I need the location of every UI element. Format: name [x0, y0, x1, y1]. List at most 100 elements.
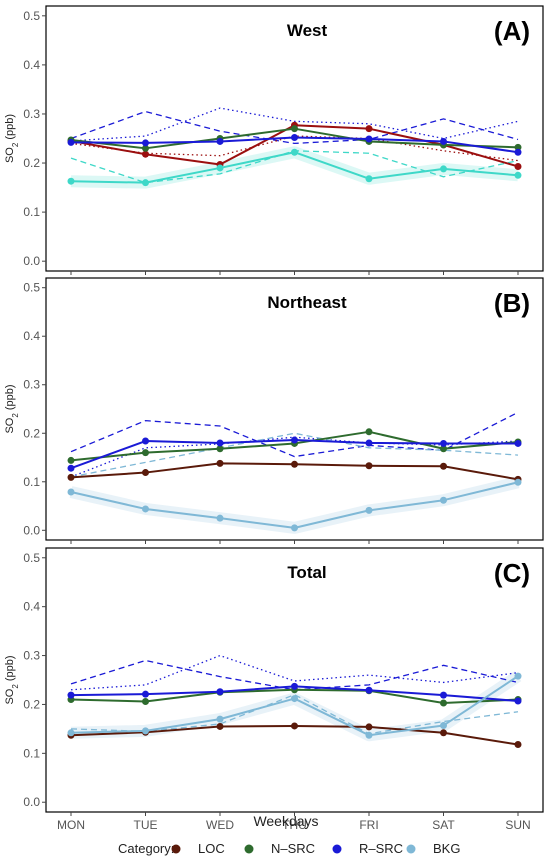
data-point-loc: [291, 460, 298, 468]
data-point-loc: [142, 469, 149, 477]
panel-label: (C): [494, 558, 530, 588]
data-point-nsrc: [142, 144, 149, 152]
data-point-bkg: [67, 177, 75, 185]
x-axis-title: Weekdays: [253, 813, 318, 829]
panel-frame: [45, 547, 544, 813]
dashed-reference-line: [70, 411, 519, 458]
data-point-rsrc: [440, 691, 447, 699]
data-point-rsrc: [142, 139, 149, 147]
legend-label-rsrc: R–SRC: [359, 841, 403, 856]
y-tick-label: 0.2: [23, 697, 40, 711]
y-tick-label: 0.3: [23, 378, 40, 392]
y-tick-label: 0.4: [23, 58, 40, 72]
y-tick-label: 0.5: [23, 281, 40, 295]
bkg-uncertainty-band: [69, 476, 520, 534]
data-point-rsrc: [67, 464, 75, 472]
data-point-loc: [365, 462, 373, 470]
y-tick-label: 0.0: [23, 795, 40, 809]
data-point-rsrc: [291, 682, 298, 690]
legend-marker-rsrc: [332, 844, 342, 854]
data-point-nsrc: [365, 428, 373, 436]
x-tick-label: SUN: [505, 818, 530, 832]
y-tick-label: 0.0: [23, 523, 40, 537]
panel-title: Total: [287, 563, 326, 582]
data-point-bkg: [216, 514, 224, 522]
data-point-loc: [365, 723, 373, 731]
y-tick-label: 0.2: [23, 156, 40, 170]
data-point-bkg: [142, 727, 149, 735]
data-point-loc: [142, 150, 149, 158]
data-point-rsrc: [216, 688, 224, 696]
data-point-loc: [291, 722, 298, 730]
y-axis-label: SO2 (ppb): [4, 655, 20, 704]
data-point-rsrc: [514, 439, 522, 447]
legend-label-loc: LOC: [198, 841, 225, 856]
bkg-uncertainty-band: [70, 146, 519, 189]
data-point-bkg: [440, 165, 447, 173]
y-tick-label: 0.1: [23, 475, 40, 489]
y-tick-label: 0.0: [23, 254, 40, 268]
panel-total: 0.0 0.1 0.2 0.3 0.4 0.5 MON TUE WED THU FRI SAT SUN S…: [4, 547, 544, 832]
data-point-nsrc: [514, 143, 522, 151]
x-tick-label: MON: [57, 818, 85, 832]
legend-title: Category:: [118, 841, 174, 856]
data-point-bkg: [514, 478, 522, 486]
data-point-nsrc: [142, 449, 149, 457]
legend-label-bkg: BKG: [433, 841, 460, 856]
y-tick-label: 0.4: [23, 600, 40, 614]
data-point-loc: [365, 125, 373, 133]
panel-title: Northeast: [267, 293, 347, 312]
panels-group: 0.0 0.1 0.2 0.3 0.4 0.5 SO2 (ppb) West (A) 0.0 0.1…: [4, 5, 544, 832]
data-point-bkg: [514, 171, 522, 179]
x-tick-label: THU: [282, 818, 307, 832]
data-point-rsrc: [142, 437, 149, 445]
data-point-bkg: [514, 672, 522, 680]
data-point-nsrc: [440, 445, 447, 453]
dotted-reference-line: [70, 654, 519, 691]
data-point-bkg: [365, 175, 373, 183]
legend-marker-bkg: [406, 844, 416, 854]
data-point-bkg: [291, 148, 298, 156]
dashed-reference-line: [70, 432, 519, 478]
data-point-bkg: [291, 695, 298, 703]
data-point-loc: [216, 722, 224, 730]
y-tick-label: 0.5: [23, 9, 40, 23]
data-point-nsrc: [291, 125, 298, 133]
data-point-rsrc: [365, 439, 373, 447]
data-point-loc: [514, 162, 522, 170]
data-point-nsrc: [67, 456, 75, 464]
data-point-rsrc: [67, 138, 75, 146]
data-point-nsrc: [216, 445, 224, 453]
data-point-bkg: [142, 505, 149, 513]
panel-label: (B): [494, 288, 530, 318]
legend-marker-nsrc: [244, 844, 254, 854]
y-tick-label: 0.4: [23, 329, 40, 343]
data-point-nsrc: [142, 698, 149, 706]
data-point-rsrc: [514, 697, 522, 705]
x-tick-label: SAT: [432, 818, 455, 832]
x-tick-label: TUE: [134, 818, 158, 832]
data-point-loc: [514, 741, 522, 749]
y-tick-label: 0.2: [23, 426, 40, 440]
y-tick-label: 0.3: [23, 107, 40, 121]
data-point-loc: [216, 459, 224, 467]
data-point-loc: [67, 473, 75, 481]
data-point-bkg: [365, 506, 373, 514]
data-point-rsrc: [142, 690, 149, 698]
dotted-reference-line: [70, 107, 519, 142]
y-tick-label: 0.5: [23, 551, 40, 565]
panel-west: 0.0 0.1 0.2 0.3 0.4 0.5 SO2 (ppb) West (A): [4, 5, 544, 275]
data-point-rsrc: [440, 439, 447, 447]
data-point-bkg: [291, 524, 298, 532]
data-point-rsrc: [514, 148, 522, 156]
data-point-rsrc: [365, 686, 373, 694]
y-axis-label: SO2 (ppb): [4, 114, 20, 163]
y-axis-label: SO2 (ppb): [4, 384, 20, 433]
data-point-loc: [440, 462, 447, 470]
dashed-reference-line: [70, 659, 519, 691]
x-tick-label: FRI: [359, 818, 378, 832]
data-point-rsrc: [216, 439, 224, 447]
data-point-loc: [440, 729, 447, 737]
data-point-bkg: [440, 496, 447, 504]
panel-label: (A): [494, 16, 530, 46]
